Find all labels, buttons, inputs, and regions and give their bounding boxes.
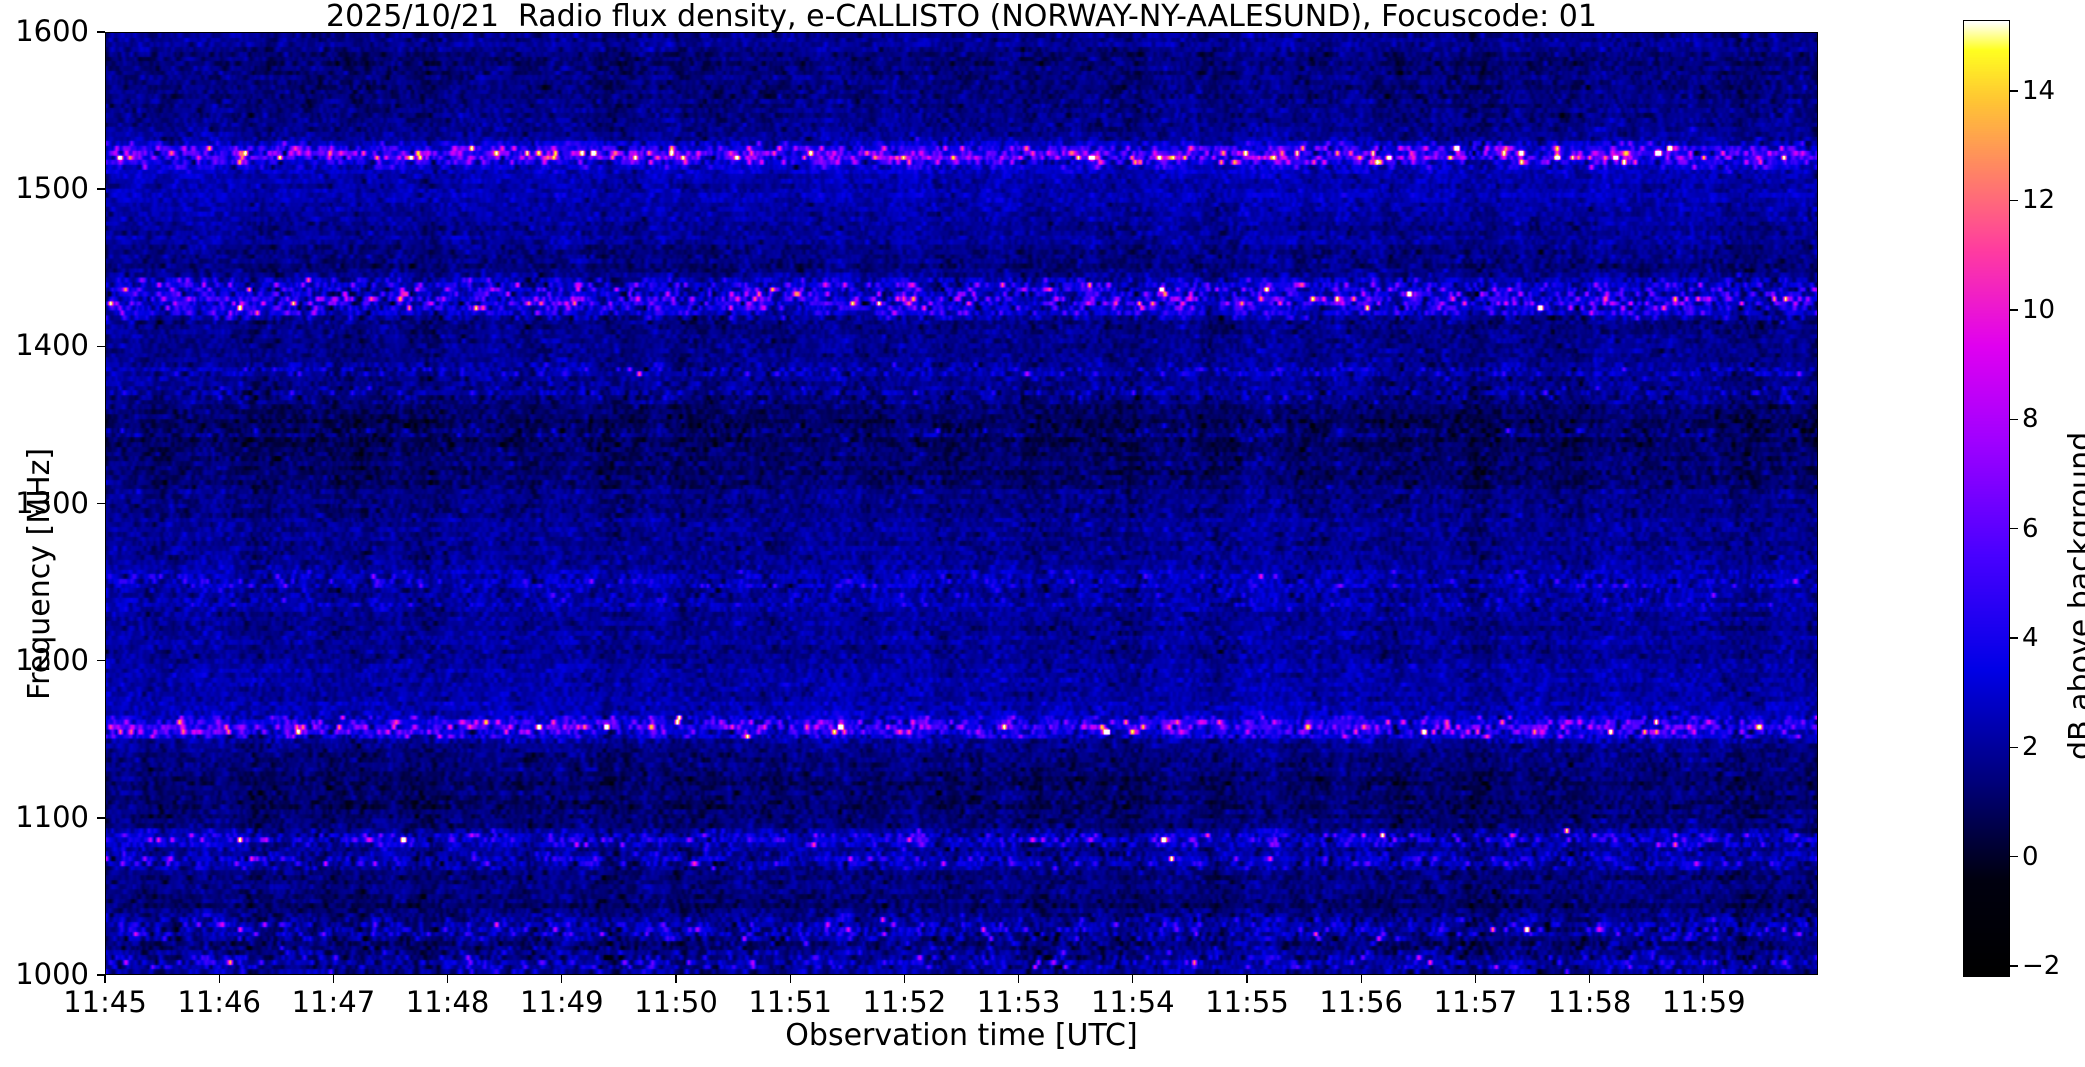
- x-tick-label: 11:50: [634, 985, 718, 1019]
- x-tick-mark: [218, 975, 220, 983]
- colorbar-tick-mark: [2010, 527, 2018, 530]
- y-tick-mark: [97, 31, 105, 33]
- y-tick-label: 1400: [15, 328, 89, 363]
- spectrogram-image: [106, 33, 1817, 974]
- x-tick-mark: [1703, 975, 1705, 983]
- colorbar-tick-mark: [2010, 309, 2018, 311]
- y-tick-label: 1500: [15, 171, 89, 206]
- x-tick-label: 11:45: [63, 985, 147, 1019]
- x-tick-label: 11:51: [748, 985, 832, 1019]
- colorbar-tick-label: 2: [2022, 732, 2039, 763]
- colorbar-tick-label: 12: [2022, 185, 2056, 216]
- x-tick-mark: [1588, 975, 1591, 983]
- x-axis-label: Observation time [UTC]: [785, 1018, 1138, 1053]
- x-tick-label: 11:49: [520, 985, 604, 1019]
- y-tick-mark: [97, 974, 105, 976]
- x-tick-label: 11:59: [1662, 985, 1746, 1019]
- x-tick-mark: [561, 975, 563, 983]
- colorbar-tick-mark: [2010, 637, 2018, 639]
- colorbar-tick-label: 4: [2022, 622, 2039, 653]
- y-tick-label: 1600: [15, 14, 89, 48]
- y-tick-mark: [97, 502, 105, 505]
- x-tick-mark: [1246, 975, 1248, 983]
- colorbar-tick-mark: [2010, 199, 2018, 202]
- colorbar-tick-mark: [2010, 855, 2018, 858]
- colorbar-tick-mark: [2010, 418, 2018, 420]
- colorbar-tick-label: 8: [2022, 404, 2039, 435]
- x-tick-label: 11:54: [1091, 985, 1175, 1019]
- x-tick-mark: [675, 975, 677, 983]
- colorbar-label: dB above background: [2063, 431, 2085, 760]
- x-tick-label: 11:57: [1433, 985, 1518, 1019]
- x-tick-mark: [446, 975, 449, 983]
- colorbar-gradient: [1964, 21, 2009, 976]
- colorbar-tick-mark: [2010, 90, 2018, 92]
- y-tick-label: 1100: [15, 799, 89, 834]
- x-tick-label: 11:48: [405, 985, 490, 1019]
- y-axis-label: Frequency [MHz]: [22, 447, 57, 700]
- x-tick-label: 11:47: [291, 985, 376, 1019]
- x-tick-label: 11:55: [1205, 985, 1289, 1019]
- x-tick-mark: [332, 975, 335, 983]
- x-tick-mark: [789, 975, 791, 983]
- x-tick-mark: [1474, 975, 1477, 983]
- y-tick-mark: [97, 188, 105, 190]
- colorbar-tick-label: −2: [2022, 951, 2061, 982]
- spectrogram-plot-area[interactable]: [105, 32, 1818, 975]
- x-tick-label: 11:46: [177, 985, 261, 1019]
- x-tick-label: 11:58: [1547, 985, 1632, 1019]
- colorbar-tick-label: 10: [2022, 294, 2056, 325]
- x-tick-label: 11:56: [1319, 985, 1403, 1019]
- y-tick-mark: [97, 659, 105, 662]
- y-tick-label: 1000: [15, 957, 89, 991]
- colorbar-tick-mark: [2010, 746, 2018, 748]
- x-tick-label: 11:53: [976, 985, 1061, 1019]
- colorbar-tick-label: 6: [2022, 513, 2039, 544]
- colorbar-tick-mark: [2010, 965, 2018, 967]
- x-tick-mark: [903, 975, 906, 983]
- colorbar-tick-label: 0: [2022, 841, 2039, 872]
- y-tick-mark: [97, 817, 105, 819]
- x-tick-mark: [104, 975, 106, 983]
- colorbar[interactable]: [1963, 20, 2010, 977]
- x-tick-mark: [1360, 975, 1362, 983]
- colorbar-tick-label: 14: [2022, 76, 2056, 107]
- x-tick-mark: [1017, 975, 1020, 983]
- y-tick-mark: [97, 345, 105, 348]
- page-title: 2025/10/21 Radio flux density, e-CALLIST…: [326, 0, 1597, 34]
- x-tick-label: 11:52: [862, 985, 947, 1019]
- x-tick-mark: [1132, 975, 1134, 983]
